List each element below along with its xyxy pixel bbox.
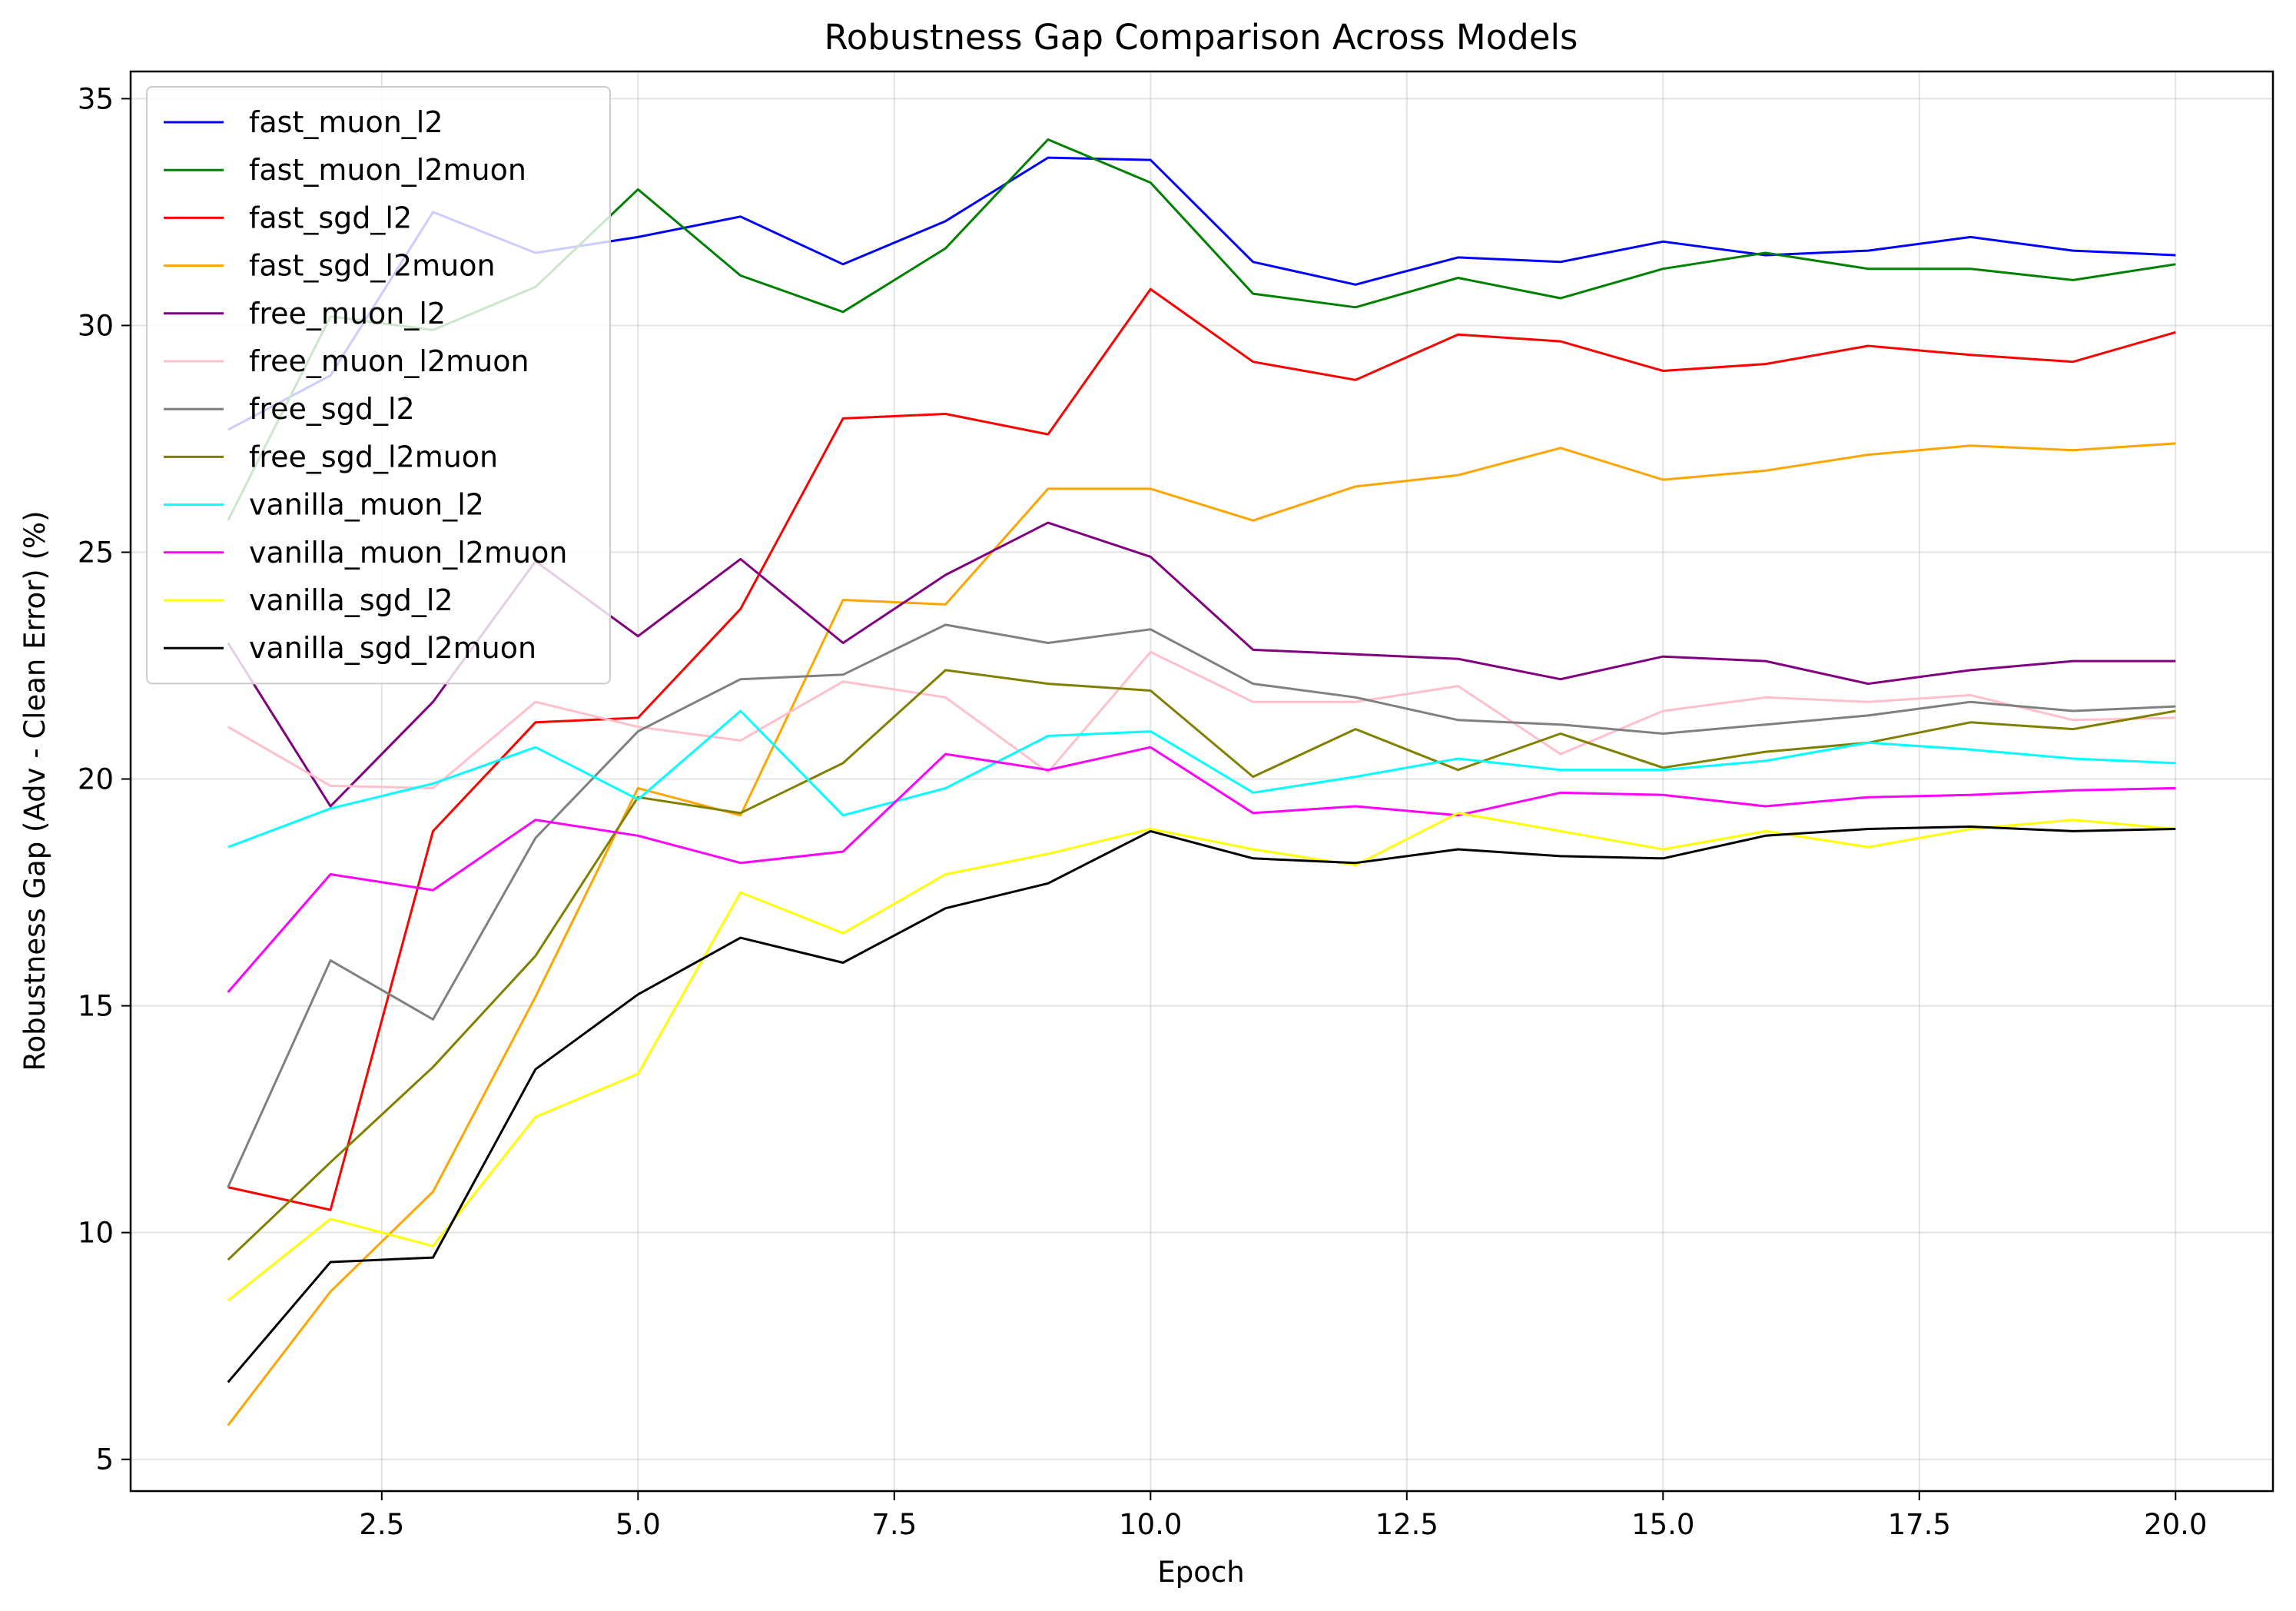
x-axis-title: Epoch bbox=[1157, 1556, 1244, 1589]
legend-label: vanilla_sgd_l2muon bbox=[249, 631, 536, 665]
legend-box bbox=[146, 86, 611, 685]
y-tick-label: 20 bbox=[78, 763, 114, 796]
x-tick-label: 17.5 bbox=[1888, 1508, 1951, 1541]
legend-label: free_sgd_l2 bbox=[249, 392, 415, 426]
chart-title: Robustness Gap Comparison Across Models bbox=[825, 17, 1578, 58]
x-tick-label: 10.0 bbox=[1119, 1508, 1182, 1541]
legend-label: fast_muon_l2muon bbox=[249, 153, 526, 187]
y-tick-label: 10 bbox=[78, 1217, 114, 1250]
series-line-free-sgd-l2muon bbox=[227, 669, 2176, 1261]
series-line-vanilla-sgd-l2 bbox=[227, 812, 2176, 1302]
y-tick-label: 25 bbox=[78, 536, 114, 570]
y-axis-ticks: 5 10 15 20 25 30 35 bbox=[78, 82, 131, 1476]
legend-label: fast_muon_l2 bbox=[249, 105, 443, 139]
x-tick-label: 2.5 bbox=[359, 1508, 404, 1541]
y-tick-label: 15 bbox=[78, 990, 114, 1023]
y-axis-title: Robustness Gap (Adv - Clean Error) (%) bbox=[18, 510, 51, 1071]
y-tick-label: 30 bbox=[78, 309, 114, 342]
plot-area-frame bbox=[129, 70, 2274, 1493]
legend-label: vanilla_sgd_l2 bbox=[249, 583, 453, 617]
y-tick-label: 35 bbox=[78, 82, 114, 115]
x-tick-label: 7.5 bbox=[871, 1508, 917, 1541]
x-axis-ticks: 2.5 5.0 7.5 10.0 12.5 15.0 17.5 20.0 bbox=[359, 1491, 2207, 1541]
legend-label: free_sgd_l2muon bbox=[249, 440, 498, 473]
x-tick-label: 15.0 bbox=[1631, 1508, 1694, 1541]
legend-label: fast_sgd_l2 bbox=[249, 201, 412, 234]
x-tick-label: 12.5 bbox=[1375, 1508, 1438, 1541]
legend-label: vanilla_muon_l2 bbox=[249, 488, 484, 522]
legend-label: vanilla_muon_l2muon bbox=[249, 536, 567, 570]
series-line-fast-sgd-l2muon bbox=[227, 442, 2176, 1427]
series-line-fast-sgd-l2 bbox=[227, 287, 2176, 1211]
y-tick-label: 5 bbox=[95, 1443, 114, 1476]
legend-label: fast_sgd_l2muon bbox=[249, 249, 496, 283]
x-tick-label: 20.0 bbox=[2144, 1508, 2207, 1541]
legend-label: free_muon_l2 bbox=[249, 297, 446, 331]
legend-label: free_muon_l2muon bbox=[249, 344, 529, 378]
series-line-vanilla-muon-l2 bbox=[227, 709, 2176, 849]
x-tick-label: 5.0 bbox=[615, 1508, 661, 1541]
series-line-vanilla-sgd-l2muon bbox=[227, 825, 2176, 1383]
series-line-vanilla-muon-l2muon bbox=[227, 746, 2176, 993]
series-line-free-muon-l2muon bbox=[227, 650, 2176, 789]
legend: fast_muon_l2 fast_muon_l2muon fast_sgd_l2f… bbox=[146, 86, 611, 685]
series-line-free-sgd-l2 bbox=[227, 623, 2176, 1188]
